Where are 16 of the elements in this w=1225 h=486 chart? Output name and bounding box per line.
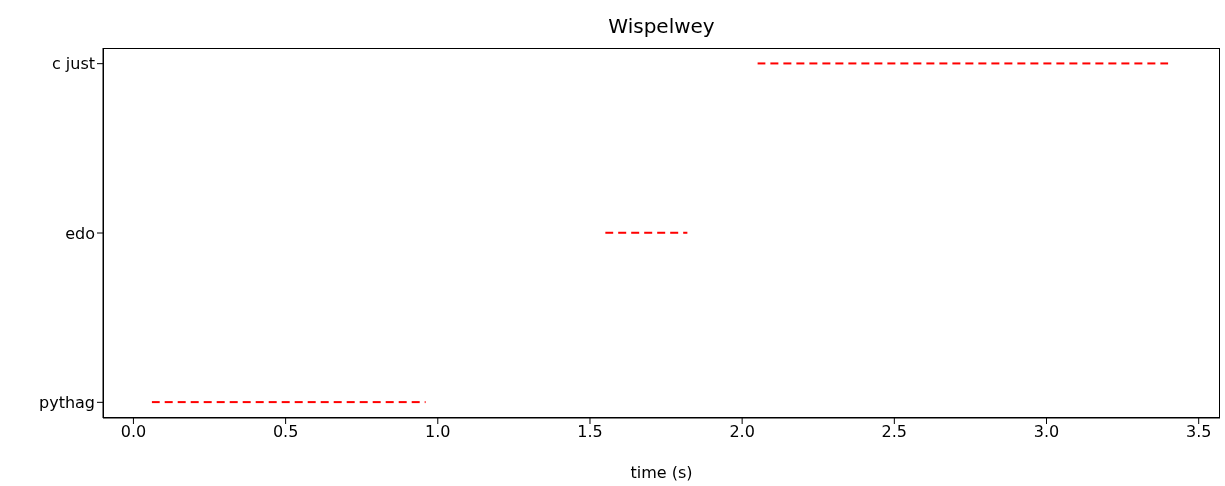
bar <box>605 231 688 234</box>
x-tick-label: 2.0 <box>729 422 755 442</box>
y-tick-label: pythag <box>39 393 95 413</box>
x-tick-label: 3.0 <box>1033 422 1060 442</box>
x-tick-label: 0.0 <box>120 422 147 442</box>
y-tick-label: edo <box>65 223 95 243</box>
x-tick-label: 3.5 <box>1185 422 1212 442</box>
x-axis-title: time (s) <box>630 463 693 482</box>
x-tick-label: 1.5 <box>577 422 603 442</box>
y-tick-label: c just <box>51 54 95 74</box>
x-tick-label: 0.5 <box>272 422 299 442</box>
chart-title: Wispelwey <box>607 14 716 38</box>
bar <box>757 62 1169 65</box>
bar <box>151 401 426 404</box>
x-tick-label: 1.0 <box>425 422 451 442</box>
x-tick-label: 2.5 <box>881 422 908 442</box>
